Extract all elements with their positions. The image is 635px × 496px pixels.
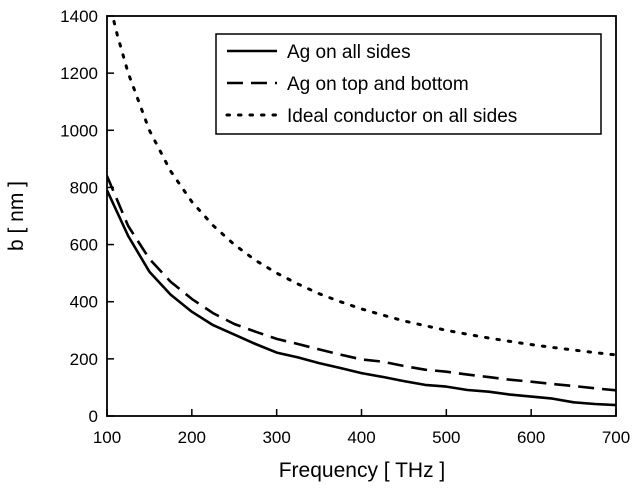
legend-label-3: Ideal conductor on all sides: [287, 106, 517, 127]
legend-box: [215, 33, 602, 135]
x-axis-title: Frequency [ THz ]: [279, 459, 446, 482]
y-tick-label: 600: [70, 236, 98, 255]
x-tick-label: 600: [517, 428, 545, 447]
series-line-2: [107, 175, 616, 392]
ticks-layer: 100 200 300 400 500 600 700 0 200 400 600 800 1000 12…: [60, 7, 630, 447]
legend-label-1: Ag on all sides: [287, 42, 411, 63]
series-line-3: [111, 16, 616, 357]
x-tick-label: 500: [432, 428, 460, 447]
x-tick-label: 700: [602, 428, 630, 447]
y-tick-label: 1400: [60, 7, 98, 26]
y-tick-label: 800: [70, 178, 98, 197]
series-line-1: [107, 189, 616, 407]
series-layer: [107, 16, 616, 407]
y-tick-label: 400: [70, 293, 98, 312]
x-tick-label: 100: [93, 428, 121, 447]
y-tick-label: 200: [70, 350, 98, 369]
y-axis-title: b [ nm ]: [5, 181, 28, 251]
x-tick-label: 400: [347, 428, 375, 447]
x-tick-label: 200: [178, 428, 206, 447]
legend: Ag on all sides Ag on top and bottom Ideal…: [215, 33, 602, 135]
y-tick-label: 1200: [60, 64, 98, 83]
y-tick-label: 1000: [60, 121, 98, 140]
y-tick-label: 0: [89, 407, 98, 426]
legend-label-2: Ag on top and bottom: [287, 74, 469, 95]
x-tick-label: 300: [262, 428, 290, 447]
